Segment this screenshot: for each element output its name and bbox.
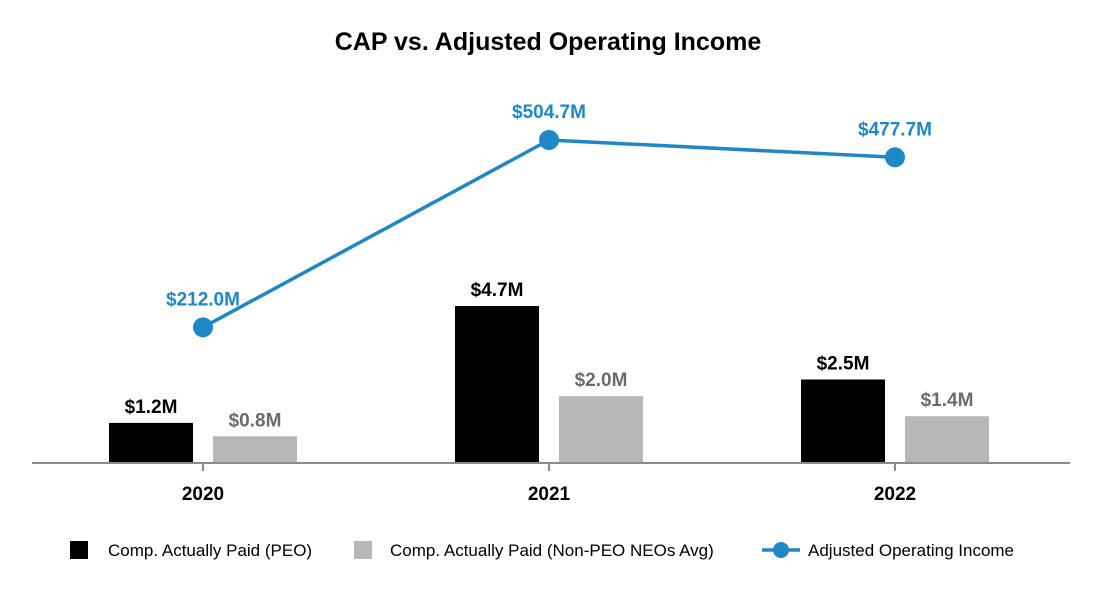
bar-peo-2022 xyxy=(801,379,885,463)
bar-value-label: $2.0M xyxy=(575,370,628,391)
line-layer: $212.0M $504.7M $477.7M xyxy=(166,102,932,338)
legend-swatch-non-peo xyxy=(354,541,372,559)
legend-label-line: Adjusted Operating Income xyxy=(808,541,1014,560)
bar-value-label: $0.8M xyxy=(229,410,282,431)
bar-value-label: $1.2M xyxy=(125,397,178,418)
line-point-2020 xyxy=(193,317,213,338)
bars-layer: $1.2M $4.7M $2.5M $0.8M $2.0M $1.4M xyxy=(109,280,989,463)
bar-non-peo-2020 xyxy=(213,436,297,463)
legend-swatch-peo xyxy=(70,541,88,559)
line-value-label: $212.0M xyxy=(166,289,240,310)
bar-non-peo-2021 xyxy=(559,396,643,463)
bar-peo-2020 xyxy=(109,422,193,463)
legend-label-peo: Comp. Actually Paid (PEO) xyxy=(108,541,312,560)
legend: Comp. Actually Paid (PEO) Comp. Actually … xyxy=(70,541,1014,560)
bar-value-label: $4.7M xyxy=(471,280,524,301)
bar-value-label: $2.5M xyxy=(817,353,870,374)
bar-non-peo-2022 xyxy=(905,416,989,463)
legend-swatch-line-marker xyxy=(773,542,789,558)
x-tick-label: 2022 xyxy=(874,484,916,505)
x-axis: 2020 2021 2022 xyxy=(32,462,1070,505)
chart-title: CAP vs. Adjusted Operating Income xyxy=(335,28,762,56)
x-tick-label: 2021 xyxy=(528,484,571,505)
x-tick-label: 2020 xyxy=(182,484,224,505)
line-value-label: $477.7M xyxy=(858,119,932,140)
bar-value-label: $1.4M xyxy=(921,390,974,411)
line-point-2022 xyxy=(885,147,905,168)
line-series-adjusted-operating-income xyxy=(202,138,896,329)
line-value-label: $504.7M xyxy=(512,102,586,123)
legend-label-non-peo: Comp. Actually Paid (Non-PEO NEOs Avg) xyxy=(390,541,714,560)
bar-peo-2021 xyxy=(455,306,539,463)
line-point-2021 xyxy=(539,130,559,150)
